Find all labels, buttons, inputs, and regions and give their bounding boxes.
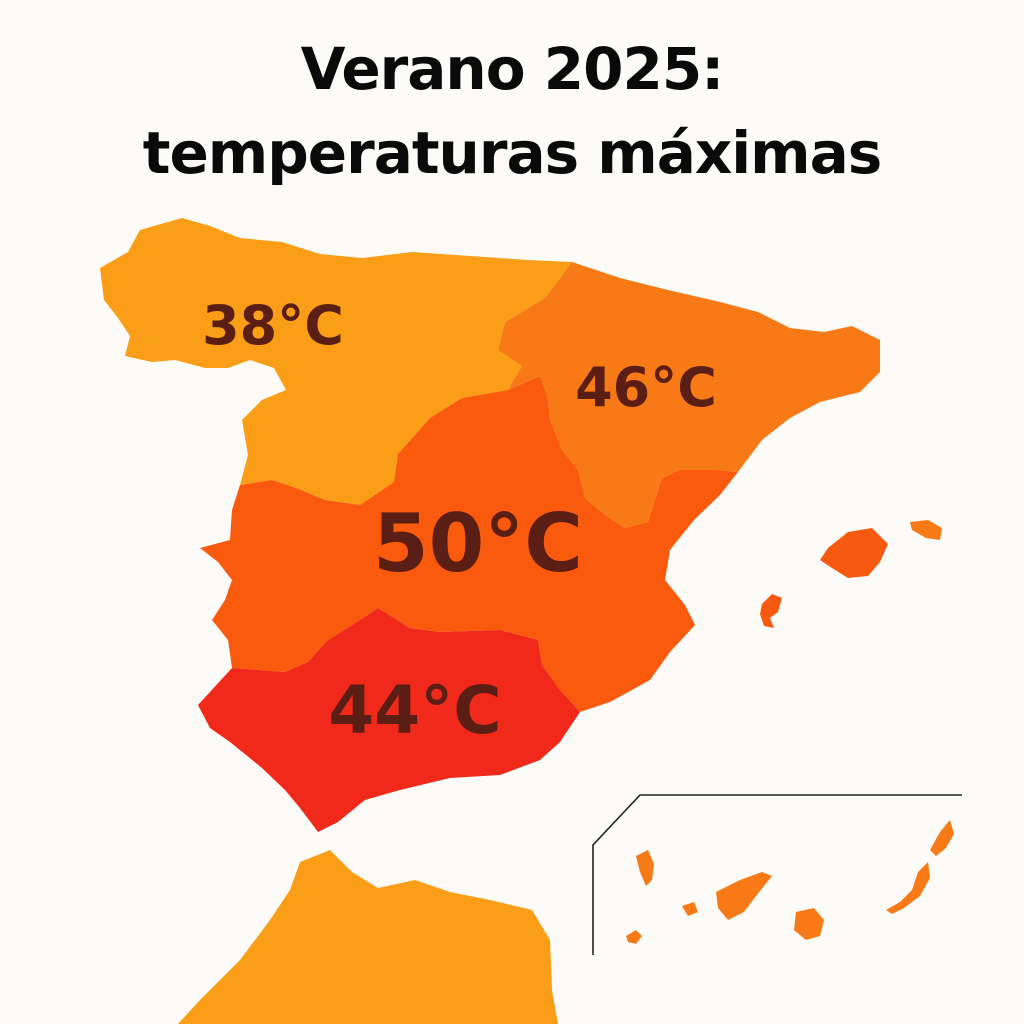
balearic-island-mallorca	[820, 528, 888, 578]
canary-island-la-gomera	[682, 902, 698, 916]
region-center	[200, 376, 738, 712]
region-south-temperature: 44°C	[328, 672, 501, 749]
canary-island-gran-canaria	[794, 908, 824, 940]
canary-island-fuerteventura	[886, 862, 930, 914]
map-title-line-2: temperaturas máximas	[142, 119, 883, 187]
balearic-island-menorca	[910, 520, 942, 540]
north-africa-landmass	[178, 850, 558, 1024]
map-title-line-1: Verano 2025:	[300, 35, 725, 103]
canary-island-lanzarote	[930, 820, 954, 856]
region-northeast	[498, 262, 880, 528]
balearic-island-ibiza	[760, 594, 782, 628]
region-south	[198, 608, 580, 832]
region-northwest-temperature: 38°C	[202, 294, 344, 357]
region-northeast-temperature: 46°C	[575, 356, 717, 419]
region-center-temperature: 50°C	[373, 497, 583, 590]
canary-island-el-hierro	[626, 930, 642, 944]
canary-islands-inset-frame	[592, 794, 962, 955]
region-northwest	[100, 218, 572, 505]
canary-island-la-palma	[636, 850, 654, 886]
canary-island-tenerife	[716, 872, 772, 920]
